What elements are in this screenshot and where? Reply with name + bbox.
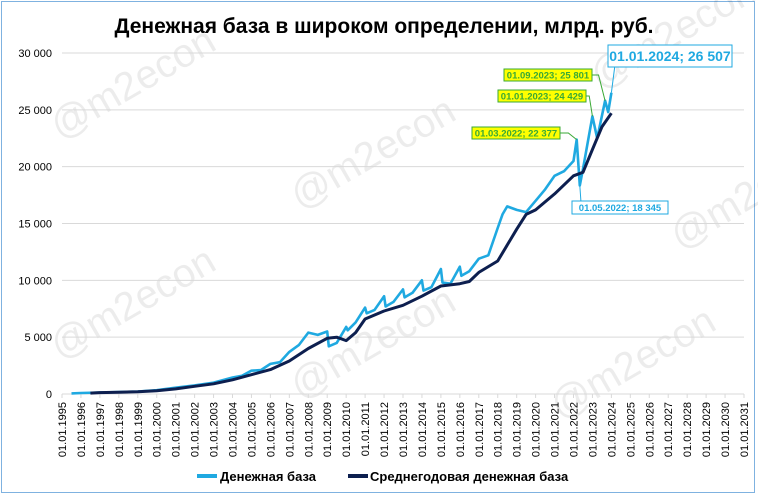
x-tick-label: 01.01.2023 [587, 402, 599, 457]
x-tick-label: 01.01.2003 [209, 402, 221, 457]
x-tick-label: 01.01.1999 [133, 402, 145, 457]
x-tick-label: 01.01.2002 [190, 402, 202, 457]
x-tick-label: 01.01.2016 [455, 402, 467, 457]
x-tick-label: 01.01.2000 [152, 402, 164, 457]
x-tick-label: 01.01.1996 [76, 402, 88, 457]
y-tick-label: 20 000 [18, 162, 52, 174]
watermark-text: @m2econ [43, 238, 223, 368]
annotation-box [571, 200, 669, 215]
x-tick-label: 01.01.2004 [228, 402, 240, 457]
annotation-box [471, 126, 561, 140]
x-tick-label: 01.01.1998 [114, 402, 126, 457]
x-tick-label: 01.01.2030 [720, 402, 732, 457]
y-tick-label: 30 000 [18, 48, 52, 60]
y-tick-label: 25 000 [18, 105, 52, 117]
legend-label-money-base: Денежная база [220, 469, 317, 484]
x-tick-label: 01.01.2010 [341, 402, 353, 457]
annotation-label: 01.05.2022; 18 345 [579, 203, 662, 214]
x-tick-label: 01.01.1997 [95, 402, 107, 457]
y-tick-label: 0 [46, 389, 52, 401]
x-tick-label: 01.01.2029 [701, 402, 713, 457]
x-tick-label: 01.01.1995 [57, 402, 69, 457]
x-tick-label: 01.01.2001 [171, 402, 183, 457]
x-tick-label: 01.01.2008 [303, 402, 315, 457]
annotations: 01.03.2022; 22 377 01.01.2023; 24 429 01.0… [471, 44, 733, 215]
annotation-box [503, 68, 593, 82]
x-tick-label: 01.01.2020 [531, 402, 543, 457]
chart-title: Денежная база в широком определении, млр… [114, 15, 653, 38]
annotation-leader-line [579, 185, 582, 202]
annotation-label: 01.09.2023; 25 801 [507, 70, 590, 81]
annotation-leader-line [560, 132, 577, 141]
annotation-label: 01.01.2023; 24 429 [501, 91, 583, 102]
x-tick-label: 01.01.2018 [493, 402, 505, 457]
annotation-box [607, 44, 733, 68]
x-tick-label: 01.01.2013 [398, 402, 410, 457]
x-tick-label: 01.01.2027 [663, 402, 675, 457]
series [71, 92, 613, 395]
legend: Денежная база Среднегодовая денежная баз… [197, 469, 569, 484]
series-line-average-money-base [90, 112, 613, 395]
x-tick-label: 01.01.2006 [265, 402, 277, 457]
x-tick-label: 01.01.2017 [474, 402, 486, 457]
x-tick-label: 01.01.2011 [360, 402, 372, 456]
x-tick-label: 01.01.2007 [284, 402, 296, 457]
x-tick-label: 01.01.2026 [644, 402, 656, 457]
x-tick-label: 01.01.2021 [550, 402, 562, 457]
y-tick-label: 5 000 [24, 332, 52, 344]
annotation-leader-line [586, 95, 593, 117]
x-tick-label: 01.01.2014 [417, 402, 429, 457]
annotation-label: 01.03.2022; 22 377 [475, 128, 557, 139]
x-axis: 01.01.1995 01.01.1996 01.01.1997 01.01.1998… [57, 394, 751, 457]
watermark-text: @m2econ [283, 278, 463, 408]
series-line-money-base [71, 92, 613, 395]
watermark-text: @m2econ [283, 88, 463, 218]
annotation-box [497, 89, 587, 103]
x-tick-label: 01.01.2009 [322, 402, 334, 457]
x-tick-label: 01.01.2025 [625, 402, 637, 457]
annotation-leader-line [592, 74, 606, 101]
x-tick-label: 01.01.2012 [379, 402, 391, 457]
annotation-label: 01.01.2024; 26 507 [609, 48, 731, 64]
x-tick-label: 01.01.2031 [739, 402, 751, 457]
y-tick-label: 10 000 [18, 275, 52, 287]
x-tick-label: 01.01.2024 [606, 402, 618, 457]
x-tick-label: 01.01.2015 [436, 402, 448, 457]
y-axis: 0 5 000 10 000 15 000 20 000 25 000 30 000 [18, 48, 52, 401]
x-tick-label: 01.01.2022 [569, 402, 581, 457]
x-tick-label: 01.01.2028 [682, 402, 694, 457]
x-tick-label: 01.01.2005 [246, 402, 258, 457]
x-tick-label: 01.01.2019 [512, 402, 524, 457]
watermark-text: @m2econ [663, 128, 758, 258]
y-tick-label: 15 000 [18, 219, 52, 231]
legend-label-average: Среднегодовая денежная база [370, 469, 569, 484]
